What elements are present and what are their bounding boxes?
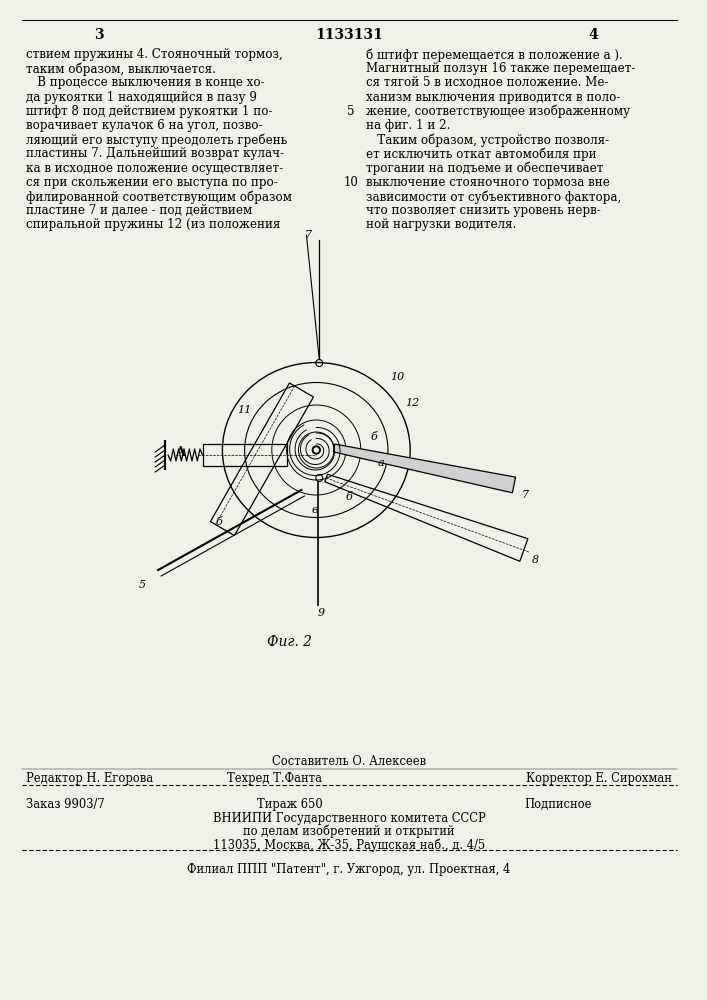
Text: в: в [311,505,318,515]
Text: ся тягой 5 в исходное положение. Ме-: ся тягой 5 в исходное положение. Ме- [366,76,608,89]
Text: выключение стояночного тормоза вне: выключение стояночного тормоза вне [366,176,609,189]
Text: Филиал ППП "Патент", г. Ужгород, ул. Проектная, 4: Филиал ППП "Патент", г. Ужгород, ул. Про… [187,863,510,876]
Text: Магнитный ползун 16 также перемещает-: Магнитный ползун 16 также перемещает- [366,62,635,75]
Text: жение, соответствующее изображенному: жение, соответствующее изображенному [366,105,630,118]
Polygon shape [333,444,515,493]
Text: спиральной пружины 12 (из положения: спиральной пружины 12 (из положения [25,218,280,231]
Text: по делам изобретений и открытий: по делам изобретений и открытий [243,825,455,838]
Text: на фиг. 1 и 2.: на фиг. 1 и 2. [366,119,450,132]
Text: Фиг. 2: Фиг. 2 [267,635,312,649]
Text: штифт 8 под действием рукоятки 1 по-: штифт 8 под действием рукоятки 1 по- [25,105,272,118]
Text: ВНИИПИ Государственного комитета СССР: ВНИИПИ Государственного комитета СССР [213,812,485,825]
Text: Заказ 9903/7: Заказ 9903/7 [25,798,105,811]
Text: трогании на подъеме и обеспечивает: трогании на подъеме и обеспечивает [366,162,603,175]
Text: что позволяет снизить уровень нерв-: что позволяет снизить уровень нерв- [366,204,600,217]
Text: Таким образом, устройство позволя-: Таким образом, устройство позволя- [366,133,609,147]
Text: 11: 11 [238,405,252,415]
Text: ет исключить откат автомобиля при: ет исключить откат автомобиля при [366,147,596,161]
Text: да рукоятки 1 находящийся в пазу 9: да рукоятки 1 находящийся в пазу 9 [25,91,257,104]
Text: A: A [175,446,185,458]
Text: 5: 5 [139,580,146,590]
Text: б штифт перемещается в положение а ).: б штифт перемещается в положение а ). [366,48,622,62]
Text: 9: 9 [317,608,325,618]
Text: 7: 7 [305,230,312,240]
Text: пластине 7 и далее - под действием: пластине 7 и далее - под действием [25,204,252,217]
Text: 10: 10 [344,176,358,189]
Text: 12: 12 [405,398,419,408]
Text: таким образом, выключается.: таким образом, выключается. [25,62,216,76]
Text: 3: 3 [94,28,104,42]
Text: Подписное: Подписное [524,798,591,811]
Text: б: б [370,432,378,442]
Text: 1133131: 1133131 [315,28,383,42]
Text: ляющий его выступу преодолеть гребень: ляющий его выступу преодолеть гребень [25,133,287,147]
Text: 8: 8 [532,555,539,565]
Text: 10: 10 [390,372,404,382]
Text: В процессе выключения в конце хо-: В процессе выключения в конце хо- [25,76,264,89]
Text: 113035, Москва, Ж-35, Раушская наб., д. 4/5: 113035, Москва, Ж-35, Раушская наб., д. … [213,838,485,852]
Text: Составитель О. Алексеев: Составитель О. Алексеев [272,755,426,768]
Text: 4: 4 [588,28,598,42]
Circle shape [315,448,318,452]
Text: ка в исходное положение осуществляет-: ка в исходное положение осуществляет- [25,162,283,175]
Text: ной нагрузки водителя.: ной нагрузки водителя. [366,218,516,231]
Text: зависимости от субъективного фактора,: зависимости от субъективного фактора, [366,190,621,204]
Text: Корректор Е. Сирохман: Корректор Е. Сирохман [526,772,672,785]
Text: ханизм выключения приводится в поло-: ханизм выключения приводится в поло- [366,91,620,104]
Text: филированной соответствующим образом: филированной соответствующим образом [25,190,292,204]
Text: Редактор Н. Егорова: Редактор Н. Егорова [25,772,153,785]
Text: ворачивает кулачок 6 на угол, позво-: ворачивает кулачок 6 на угол, позво- [25,119,262,132]
Text: ствием пружины 4. Стояночный тормоз,: ствием пружины 4. Стояночный тормоз, [25,48,283,61]
Text: Техред Т.Фанта: Техред Т.Фанта [228,772,322,785]
Text: ся при скольжении его выступа по про-: ся при скольжении его выступа по про- [25,176,277,189]
Text: б: б [216,517,222,527]
Circle shape [312,446,320,454]
Text: 7: 7 [522,490,529,500]
Text: пластины 7. Дальнейший возврат кулач-: пластины 7. Дальнейший возврат кулач- [25,147,284,160]
Text: a: a [378,458,384,468]
Text: б: б [346,492,353,502]
Text: 5: 5 [347,105,355,118]
Text: Тираж 650: Тираж 650 [257,798,322,811]
